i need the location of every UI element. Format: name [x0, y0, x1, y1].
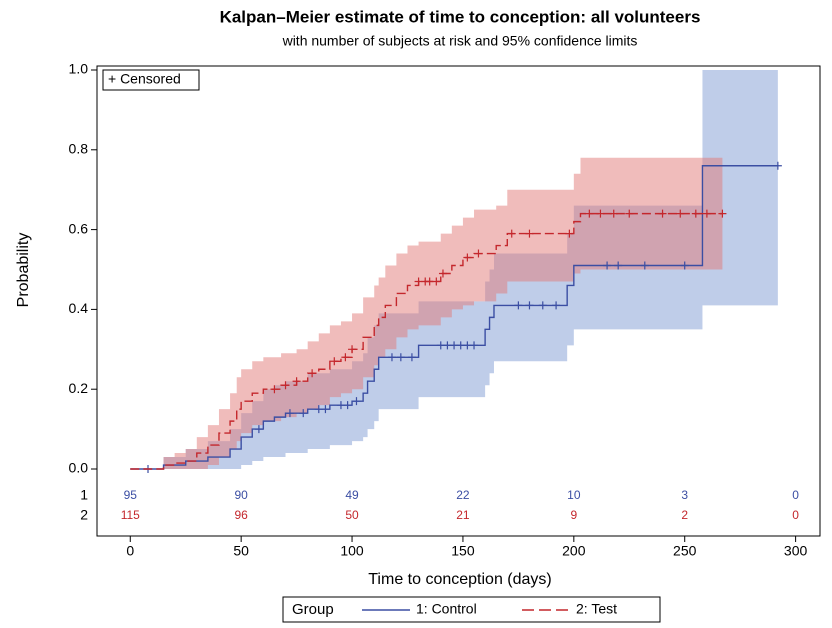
- x-tick-label: 100: [340, 543, 364, 559]
- x-tick-label: 300: [784, 543, 808, 559]
- censor-mark: [343, 401, 352, 410]
- censor-mark: [565, 229, 574, 238]
- censor-mark: [474, 249, 483, 258]
- legend-box: [282, 596, 661, 623]
- censor-mark: [525, 229, 534, 238]
- censor-mark: [463, 253, 472, 262]
- censor-mark: [281, 381, 290, 390]
- x-tick-label: 250: [673, 543, 697, 559]
- censor-mark: [640, 261, 649, 270]
- censor-mark: [691, 209, 700, 218]
- chart-subtitle: with number of subjects at risk and 95% …: [282, 33, 638, 49]
- survival-line: [130, 165, 778, 470]
- censor-mark: [308, 369, 317, 378]
- censor-legend-box: [102, 69, 200, 91]
- y-tick-label: 0.2: [69, 380, 89, 396]
- confidence-band: [130, 157, 723, 470]
- plot-frame: [96, 65, 821, 537]
- at-risk-count: 0: [792, 488, 799, 502]
- censor-mark: [292, 377, 301, 386]
- at-risk-count: 96: [234, 508, 248, 522]
- y-tick-label: 0.8: [69, 140, 89, 156]
- at-risk-count: 2: [681, 508, 688, 522]
- censor-mark: [387, 353, 396, 362]
- censor-mark: [680, 261, 689, 270]
- at-risk-count: 10: [567, 488, 581, 502]
- x-tick-label: 50: [233, 543, 249, 559]
- chart-title: Kalpan–Meier estimate of time to concept…: [220, 7, 701, 26]
- x-tick-label: 200: [562, 543, 586, 559]
- censor-mark: [507, 229, 516, 238]
- at-risk-count: 95: [124, 488, 138, 502]
- risk-row-label: 2: [80, 507, 88, 523]
- censor-mark: [585, 209, 594, 218]
- censor-mark: [330, 357, 339, 366]
- censor-mark: [470, 341, 479, 350]
- at-risk-count: 3: [681, 488, 688, 502]
- y-tick-label: 1.0: [69, 61, 89, 77]
- at-risk-count: 22: [456, 488, 470, 502]
- y-tick-label: 0.6: [69, 220, 89, 236]
- censor-mark: [552, 301, 561, 310]
- censor-mark: [396, 353, 405, 362]
- at-risk-count: 0: [792, 508, 799, 522]
- censor-mark: [321, 405, 330, 414]
- at-risk-count: 90: [234, 488, 248, 502]
- censor-mark: [514, 301, 523, 310]
- x-tick-label: 150: [451, 543, 475, 559]
- censor-mark: [603, 261, 612, 270]
- y-tick-label: 0.4: [69, 300, 89, 316]
- x-axis-title: Time to conception (days): [368, 571, 551, 588]
- censor-mark: [773, 161, 782, 170]
- censor-mark: [718, 209, 727, 218]
- legend-label: 1: Control: [416, 601, 477, 617]
- censor-legend: + Censored: [108, 71, 181, 87]
- censor-mark: [432, 277, 441, 286]
- at-risk-count: 50: [345, 508, 359, 522]
- censor-mark: [625, 209, 634, 218]
- censor-mark: [348, 345, 357, 354]
- censor-mark: [658, 209, 667, 218]
- censor-mark: [352, 397, 361, 406]
- at-risk-count: 21: [456, 508, 470, 522]
- censor-mark: [614, 261, 623, 270]
- legend-title: Group: [292, 601, 334, 618]
- censor-mark: [341, 353, 350, 362]
- censor-mark: [285, 409, 294, 418]
- censor-mark: [270, 385, 279, 394]
- x-tick-label: 0: [126, 543, 134, 559]
- at-risk-count: 115: [121, 508, 140, 522]
- legend-label: 2: Test: [576, 601, 617, 617]
- at-risk-count: 49: [345, 488, 359, 502]
- risk-row-label: 1: [80, 487, 88, 503]
- censor-mark: [538, 301, 547, 310]
- censor-mark: [438, 269, 447, 278]
- censor-mark: [525, 301, 534, 310]
- censor-mark: [596, 209, 605, 218]
- survival-line: [130, 212, 723, 470]
- y-axis-title: Probability: [15, 233, 32, 308]
- censor-mark: [299, 409, 308, 418]
- censor-mark: [609, 209, 618, 218]
- censor-mark: [407, 353, 416, 362]
- censor-mark: [676, 209, 685, 218]
- at-risk-count: 9: [570, 508, 577, 522]
- censor-mark: [254, 425, 263, 434]
- y-tick-label: 0.0: [69, 460, 89, 476]
- censor-mark: [702, 209, 711, 218]
